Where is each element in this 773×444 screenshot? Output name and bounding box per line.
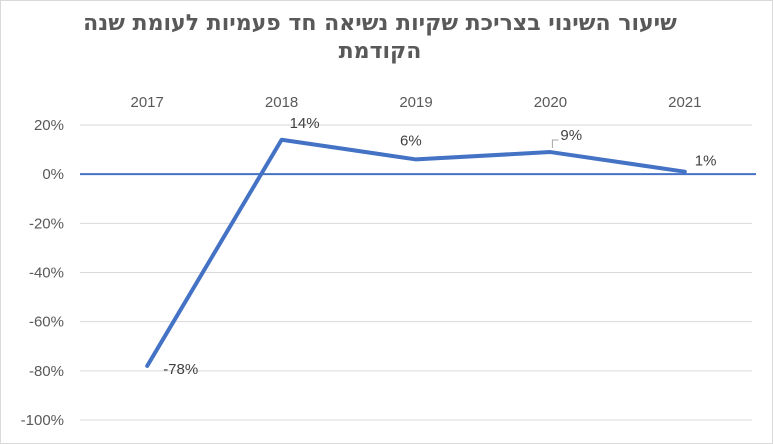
x-tick-label: 2020 bbox=[534, 94, 567, 111]
y-tick-label: 20% bbox=[34, 117, 64, 134]
data-label: 9% bbox=[560, 127, 582, 144]
data-label-leader bbox=[551, 139, 559, 149]
y-tick-label: -100% bbox=[21, 412, 64, 429]
y-axis-ticks: 20% 0% -20% -40% -60% -80% -100% bbox=[21, 117, 64, 429]
chart-title: שיעור השינוי בצריכת שקיות נשיאה חד פעמיו… bbox=[83, 11, 677, 64]
y-tick-label: -20% bbox=[29, 215, 64, 232]
data-labels: -78% 14% 6% 9% 1% bbox=[163, 115, 716, 378]
y-tick-label: -40% bbox=[29, 265, 64, 282]
y-tick-label: 0% bbox=[42, 166, 64, 183]
data-label: 1% bbox=[695, 153, 717, 170]
x-axis-ticks: 2017 2018 2019 2020 2021 bbox=[131, 94, 702, 111]
data-label: -78% bbox=[163, 361, 198, 378]
x-tick-label: 2017 bbox=[131, 94, 164, 111]
x-tick-label: 2018 bbox=[265, 94, 298, 111]
x-tick-label: 2021 bbox=[668, 94, 701, 111]
grid-lines bbox=[80, 124, 752, 421]
y-tick-label: -60% bbox=[29, 314, 64, 331]
data-label: 14% bbox=[290, 115, 320, 132]
y-tick-label: -80% bbox=[29, 363, 64, 380]
x-tick-label: 2019 bbox=[399, 94, 432, 111]
series-line bbox=[145, 137, 687, 368]
data-label: 6% bbox=[400, 132, 422, 149]
